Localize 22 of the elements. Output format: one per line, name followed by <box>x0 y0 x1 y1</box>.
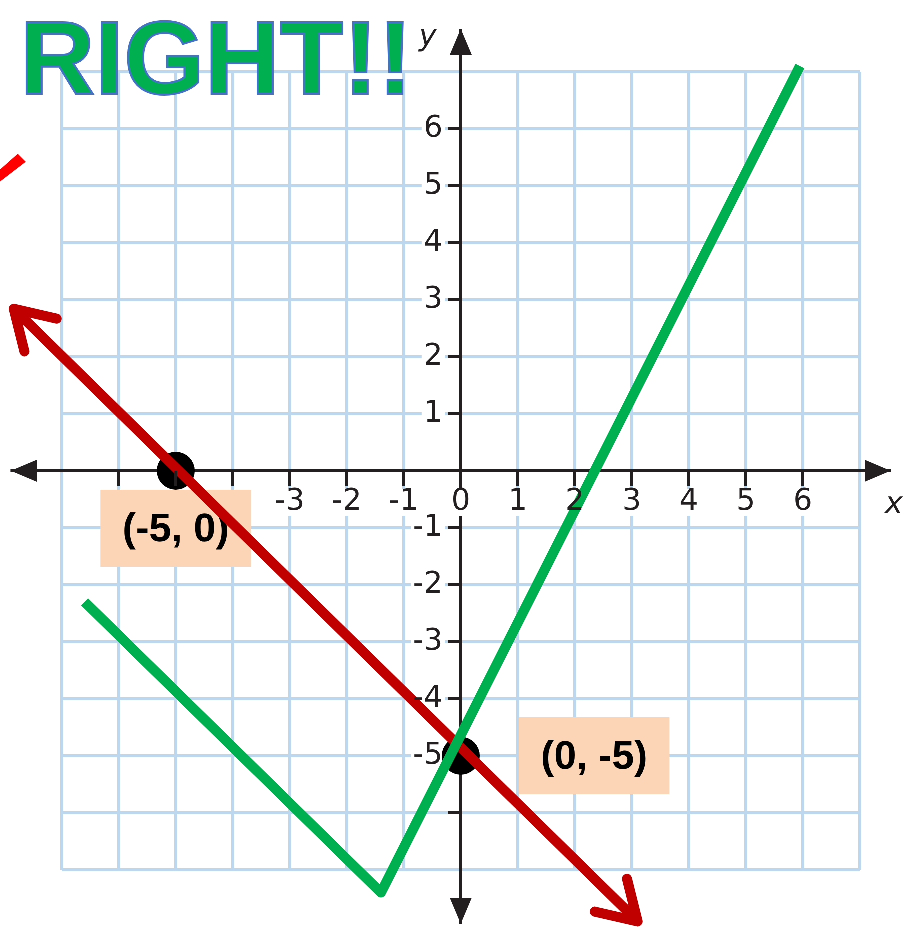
y-tick-label: -5 <box>413 736 443 772</box>
x-tick-label: 3 <box>622 482 642 518</box>
x-tick-label: 6 <box>793 482 813 518</box>
x-tick-label: -3 <box>275 482 305 518</box>
y-axis-title: y <box>418 18 438 54</box>
x-tick-label: 0 <box>451 482 471 518</box>
annotation: (0, -5) <box>540 734 648 778</box>
chart-title: RIGHT!! <box>20 1 413 117</box>
y-tick-label: -4 <box>413 680 443 715</box>
y-tick-label: 3 <box>424 280 443 316</box>
x-tick-label: 4 <box>679 482 699 518</box>
y-tick-label: -3 <box>413 622 443 658</box>
y-tick-label: 1 <box>424 394 443 430</box>
y-tick-label: 2 <box>424 338 443 373</box>
y-tick-label: -2 <box>413 566 443 601</box>
x-axis-title: x <box>884 486 904 521</box>
y-tick-label: 4 <box>424 224 443 259</box>
x-tick-label: -2 <box>332 482 362 518</box>
x-tick-label: 1 <box>508 482 528 518</box>
x-tick-label: 5 <box>736 482 756 518</box>
y-tick-label: 6 <box>424 110 443 145</box>
y-tick-label: 5 <box>424 166 443 202</box>
